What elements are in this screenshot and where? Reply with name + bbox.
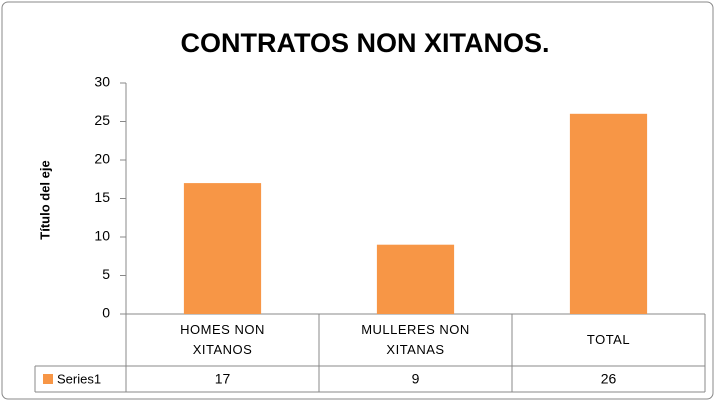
y-tick-label: 0 [102, 305, 110, 321]
y-tick-label: 30 [94, 74, 110, 90]
table-value: 26 [601, 371, 617, 387]
x-tick-label-box: HOMES NON XITANOS [180, 322, 265, 357]
bar [569, 113, 648, 314]
bar [183, 183, 262, 314]
legend-swatch [43, 374, 53, 384]
y-tick-label: 5 [102, 266, 110, 282]
chart-title: CONTRATOS NON XITANOS. [180, 28, 549, 58]
y-axis-title: Título del eje [37, 160, 52, 239]
table-value: 17 [215, 371, 231, 387]
y-tick-label: 15 [94, 189, 110, 205]
x-tick-label: TOTAL [586, 332, 631, 347]
x-tick-label-box: TOTAL [586, 332, 631, 347]
x-tick-label: MULLERES NON XITANAS [361, 322, 470, 357]
x-tick-label: HOMES NON XITANOS [180, 322, 265, 357]
table-value: 9 [412, 371, 420, 387]
y-tick-label: 25 [94, 112, 110, 128]
y-tick-label: 20 [94, 151, 110, 167]
y-tick-label: 10 [94, 228, 110, 244]
x-tick-label-box: MULLERES NON XITANAS [361, 322, 470, 357]
bar [376, 244, 455, 314]
legend-label: Series1 [57, 371, 101, 386]
